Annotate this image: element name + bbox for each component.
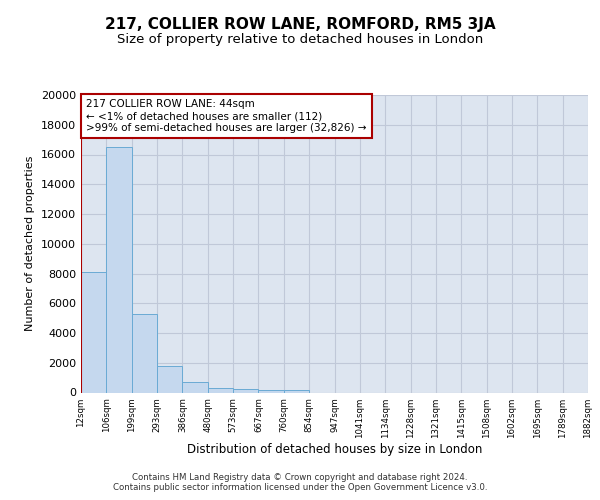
Bar (132, 314, 157, 392)
Text: Size of property relative to detached houses in London: Size of property relative to detached ho… (117, 32, 483, 46)
Text: Contains HM Land Registry data © Crown copyright and database right 2024.
Contai: Contains HM Land Registry data © Crown c… (113, 473, 487, 492)
Text: 217, COLLIER ROW LANE, ROMFORD, RM5 3JA: 217, COLLIER ROW LANE, ROMFORD, RM5 3JA (104, 18, 496, 32)
Bar (284, 390, 309, 392)
Bar (157, 366, 182, 392)
Bar (106, 147, 132, 392)
Bar (182, 382, 208, 392)
Bar (208, 388, 233, 392)
Bar (259, 390, 284, 392)
Bar (81, 272, 106, 392)
Bar (233, 389, 259, 392)
Y-axis label: Number of detached properties: Number of detached properties (25, 156, 35, 332)
Text: 217 COLLIER ROW LANE: 44sqm
← <1% of detached houses are smaller (112)
>99% of s: 217 COLLIER ROW LANE: 44sqm ← <1% of det… (86, 100, 367, 132)
X-axis label: Distribution of detached houses by size in London: Distribution of detached houses by size … (187, 444, 482, 456)
